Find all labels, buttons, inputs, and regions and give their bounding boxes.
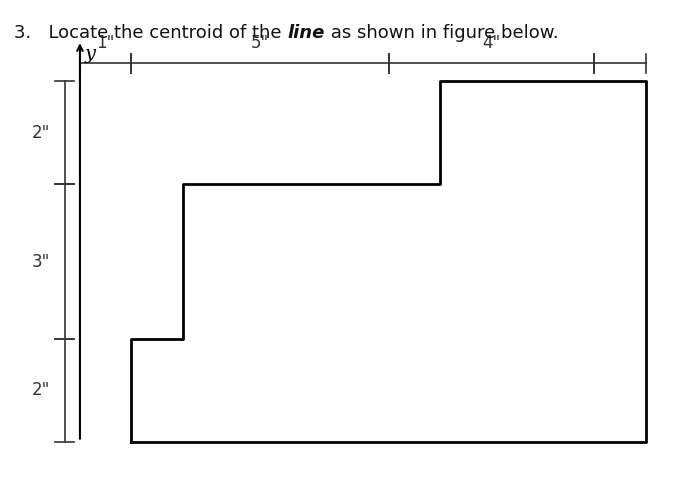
Text: 1": 1" (97, 34, 115, 52)
Text: as shown in figure below.: as shown in figure below. (325, 24, 559, 42)
Text: 2": 2" (32, 381, 50, 399)
Text: 5": 5" (251, 34, 269, 52)
Text: 3": 3" (32, 252, 50, 270)
Text: 4": 4" (482, 34, 500, 52)
Text: y: y (85, 45, 96, 63)
Text: 3.   Locate the centroid of the: 3. Locate the centroid of the (14, 24, 287, 42)
Text: line: line (287, 24, 325, 42)
Text: 2": 2" (32, 124, 50, 142)
